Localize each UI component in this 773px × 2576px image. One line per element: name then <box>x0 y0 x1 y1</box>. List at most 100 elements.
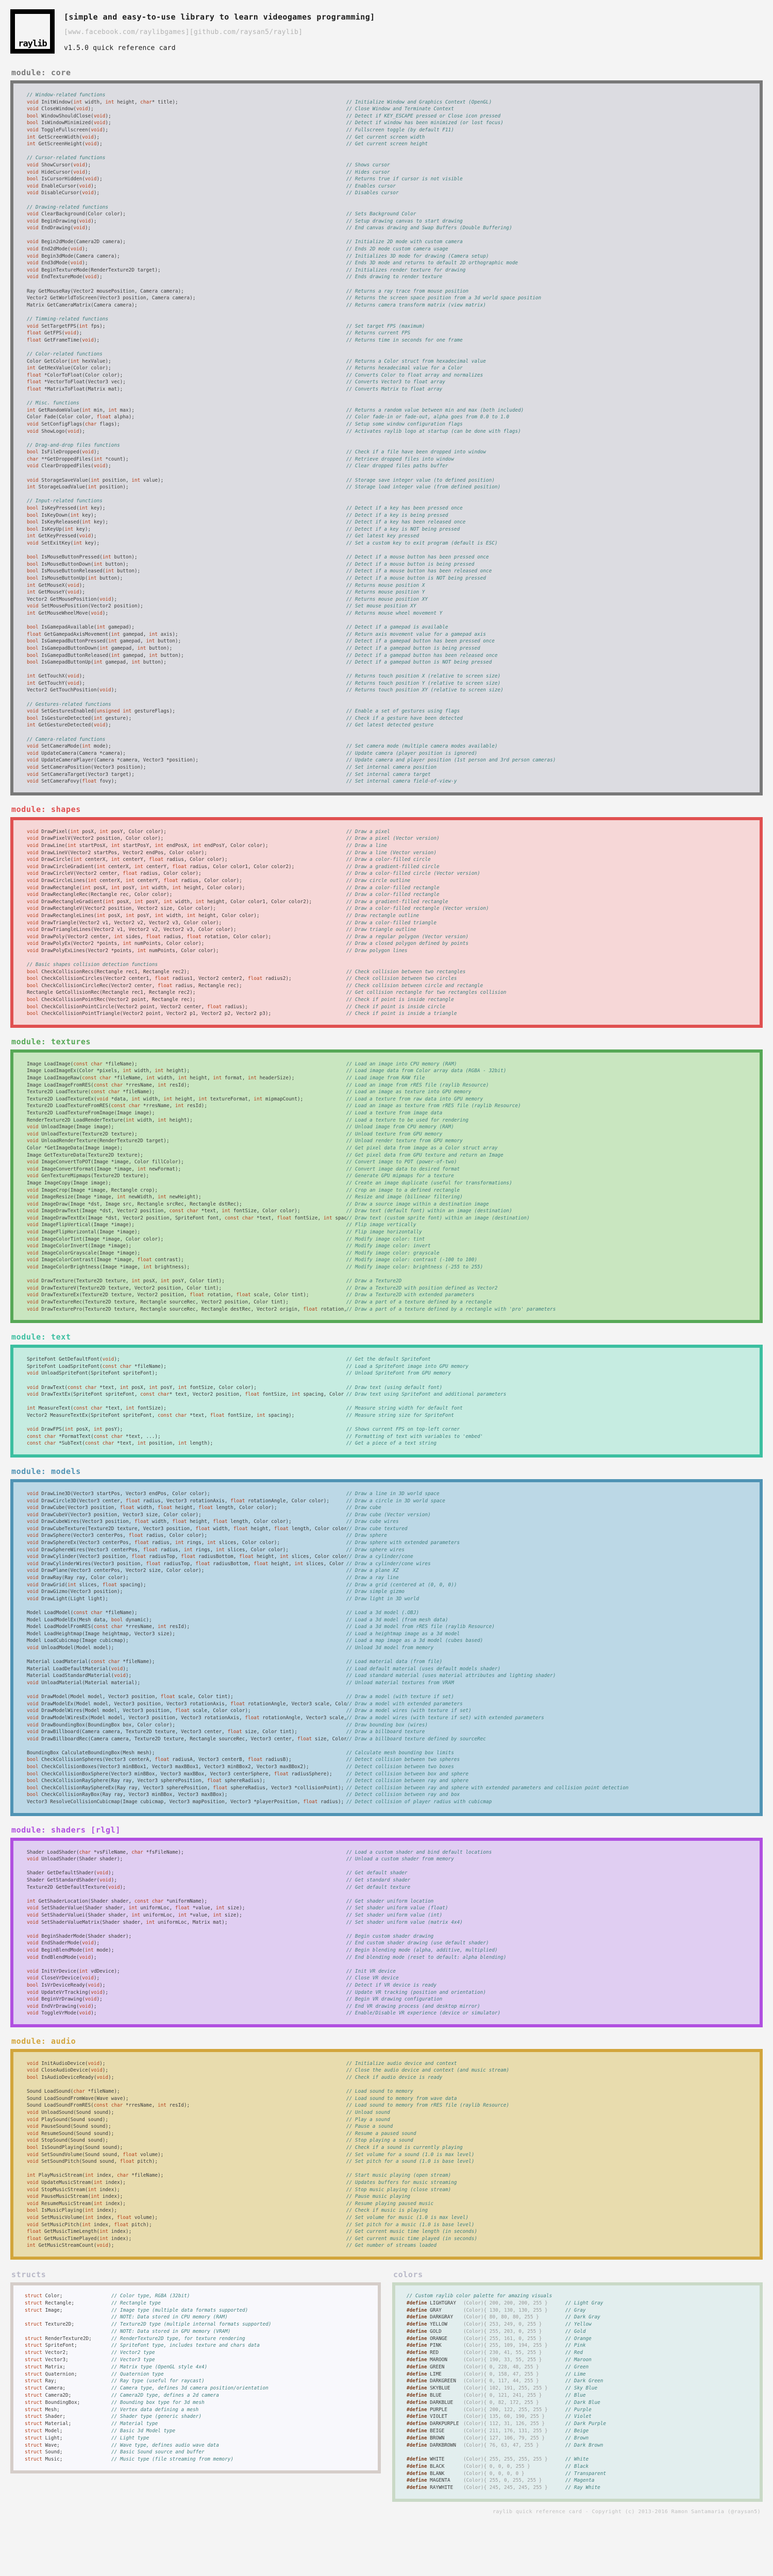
function-comment: // Draw a Texture2D with position define… <box>346 1285 498 1291</box>
module-textures: module: textures Image LoadImage(const ch… <box>10 1035 763 1324</box>
function-comment: // Returns true if cursor is not visible <box>346 176 463 182</box>
code-line: void DrawCubeV(Vector3 position, Vector3… <box>27 1512 753 1519</box>
function-comment: // Ray type (useful for raycast) <box>111 2378 205 2384</box>
code-line: void CloseWindow(void); // Close Window a… <box>27 106 753 113</box>
function-comment: // Returns camera transform matrix (view… <box>346 302 486 308</box>
function-signature: void SetGesturesEnabled(unsigned int ges… <box>27 708 175 715</box>
color-value: (Color){ 0, 228, 48, 255 } <box>463 2364 539 2370</box>
code-line: void ClearDroppedFiles(void); // Clear dr… <box>27 463 753 470</box>
code-line: void UnloadModel(Model model); // Unload … <box>27 1645 753 1652</box>
function-comment: // Get latest detected gesture <box>346 722 434 728</box>
function-comment: // Draw cube (Vector version) <box>346 1512 431 1518</box>
function-signature: void DrawBillboard(Camera camera, Textur… <box>27 1729 297 1735</box>
code-line: void DrawTextureEx(Texture2D texture, Ve… <box>27 1292 753 1299</box>
function-signature: void UnloadSpriteFont(SpriteFont spriteF… <box>27 1370 158 1377</box>
function-comment: // Check if point is inside rectangle <box>346 997 454 1003</box>
function-comment: // Load a heightmap image as a 3d model <box>346 1631 460 1637</box>
color-value: (Color){ 76, 63, 47, 255 } <box>463 2442 539 2448</box>
function-comment: // Modify image color: grayscale <box>346 1250 440 1256</box>
function-comment: // Set a custom key to exit program (def… <box>346 540 498 546</box>
code-line: void BeginTextureMode(RenderTexture2D ta… <box>27 267 753 274</box>
color-name: #define BEIGE <box>407 2428 445 2434</box>
code-line: RenderTexture2D LoadRenderTexture(int wi… <box>27 1117 753 1124</box>
code-line: void ImageDraw(Image *dst, Image src, Re… <box>27 1201 753 1208</box>
function-signature: int MeasureText(const char *text, int fo… <box>27 1405 166 1412</box>
function-signature: struct Vector3; <box>25 2357 69 2363</box>
function-comment: // Begin blending mode (alpha, additive,… <box>346 1947 498 1953</box>
function-signature: void SetMusicVolume(int index, float vol… <box>27 2214 158 2221</box>
code-line <box>27 617 753 624</box>
color-define-row: #define GOLD (Color){ 255, 203, 0, 255 } /… <box>407 2328 754 2335</box>
code-line: void DrawTexture(Texture2D texture, int … <box>27 1278 753 1285</box>
code-line: void DrawPixelV(Vector2 position, Color … <box>27 835 753 842</box>
function-signature: int GetTouchY(void); <box>27 680 85 686</box>
code-line: void UnloadImage(Image image); // Unload … <box>27 1124 753 1131</box>
code-line: void InitVrDevice(int vdDevice); // Init … <box>27 1968 753 1975</box>
code-line: void SetGesturesEnabled(unsigned int ges… <box>27 708 753 715</box>
function-signature: int GetScreenWidth(void); <box>27 134 100 140</box>
code-line: void DrawTriangle(Vector2 v1, Vector2 v2… <box>27 920 753 927</box>
code-line: void DrawPoly(Vector2 center, int sides,… <box>27 934 753 941</box>
function-signature: void ClearBackground(Color color); <box>27 211 126 217</box>
color-name: #define ORANGE <box>407 2335 448 2342</box>
function-comment: // Get the default SpriteFont <box>346 1357 431 1363</box>
function-signature: void DrawLight(Light light); <box>27 1596 109 1602</box>
function-signature: bool IsGamepadButtonPressed(int gamepad,… <box>27 638 181 645</box>
function-signature: bool CheckCollisionBoxes(Vector3 minBBox… <box>27 1764 309 1770</box>
function-signature: void EndDrawing(void); <box>27 225 91 231</box>
function-signature: void PlaySound(Sound sound); <box>27 2116 109 2123</box>
function-comment <box>346 92 753 99</box>
function-comment: // Detect if a mouse button has been rel… <box>346 568 492 574</box>
code-line: void DrawLight(Light light); // Draw ligh… <box>27 1596 753 1603</box>
function-comment: // Detect collision of player radius wit… <box>346 1799 492 1805</box>
structs-column: structs struct Color; // Color type, RGBA… <box>10 2268 381 2502</box>
code-line <box>27 393 753 400</box>
function-signature: void BeginVrDrawing(void); <box>27 1996 103 2003</box>
tagline: [simple and easy-to-use library to learn… <box>64 12 375 22</box>
function-signature: bool IsMouseButtonUp(int button); <box>27 575 123 581</box>
function-signature: bool CheckCollisionCircleRec(Vector2 cen… <box>27 982 242 989</box>
function-signature: bool IsKeyDown(int key); <box>27 512 97 518</box>
function-comment: // Modify image color: contrast (-100 to… <box>346 1257 477 1263</box>
code-line: void DrawRectangleV(Vector2 position, Ve… <box>27 905 753 912</box>
color-name: #define DARKBROWN <box>407 2442 456 2448</box>
code-line: bool IsKeyReleased(int key); // Detect if… <box>27 519 753 526</box>
function-signature: void InitWindow(int width, int height, c… <box>27 99 178 105</box>
function-comment: // Returns hexadecimal value for a Color <box>346 365 463 371</box>
color-label: // Gray <box>565 2307 586 2313</box>
function-comment: // Set mouse position XY <box>346 603 416 609</box>
function-signature: struct Shader; <box>25 2414 66 2420</box>
code-line: int GetHexValue(Color color); // Returns … <box>27 365 753 372</box>
function-signature: Image GetTextureData(Texture2D texture); <box>27 1152 143 1158</box>
function-comment: // Set volume for a sound (1.0 is max le… <box>346 2151 475 2158</box>
function-comment: // Detect if window has been minimized (… <box>346 120 503 126</box>
code-line: void ImageConvertFormat(Image *image, in… <box>27 1166 753 1173</box>
function-signature: bool IsGamepadButtonDown(int gamepad, in… <box>27 645 173 651</box>
code-line: void GenTextureMipmaps(Texture2D texture… <box>27 1173 753 1180</box>
function-comment: // Load a custom shader and bind default… <box>346 1849 492 1855</box>
function-signature: void EndTextureMode(void); <box>27 274 103 280</box>
code-line: int GetScreenHeight(void); // Get current… <box>27 141 753 148</box>
code-line: void ImageColorBrightness(Image *image, … <box>27 1264 753 1271</box>
code-line: void DrawText(const char *text, int posX… <box>27 1384 753 1392</box>
color-value: (Color){ 130, 130, 130, 255 } <box>463 2307 548 2313</box>
code-line: float *ColorToFloat(Color color); // Conv… <box>27 372 753 379</box>
function-comment: // Begin VR drawing configuration <box>346 1996 443 2003</box>
color-define-row: #define DARKBROWN (Color){ 76, 63, 47, 25… <box>407 2442 754 2449</box>
function-comment: // Draw a part of a texture defined by a… <box>346 1299 492 1305</box>
code-line: Color Fade(Color color, float alpha); // … <box>27 414 753 421</box>
code-line: void BeginDrawing(void); // Setup drawing… <box>27 218 753 225</box>
code-line: void End3dMode(void); // Ends 3D mode and… <box>27 260 753 267</box>
code-line: // Timming-related functions <box>27 316 753 323</box>
color-define-row: #define VIOLET (Color){ 135, 60, 190, 255… <box>407 2413 754 2420</box>
function-comment: // Resume playing paused music <box>346 2200 434 2207</box>
code-line: bool CheckCollisionPointRec(Vector2 poin… <box>27 996 753 1004</box>
function-signature: void DrawCircle(int centerX, int centerY… <box>27 857 228 863</box>
color-define-row: #define DARKPURPLE (Color){ 112, 31, 126,… <box>407 2420 754 2428</box>
function-comment: // Returns the screen space position fro… <box>346 295 542 301</box>
function-signature: void ImageConvertToPOT(Image *image, Col… <box>27 1159 184 1165</box>
function-comment: // Color fade-in or fade-out, alpha goes… <box>346 414 510 420</box>
color-value: (Color){ 255, 203, 0, 255 } <box>463 2328 542 2334</box>
function-comment: // Activates raylib logo at startup (can… <box>346 428 521 434</box>
function-comment: // Draw a part of a texture defined by a… <box>346 1306 556 1312</box>
